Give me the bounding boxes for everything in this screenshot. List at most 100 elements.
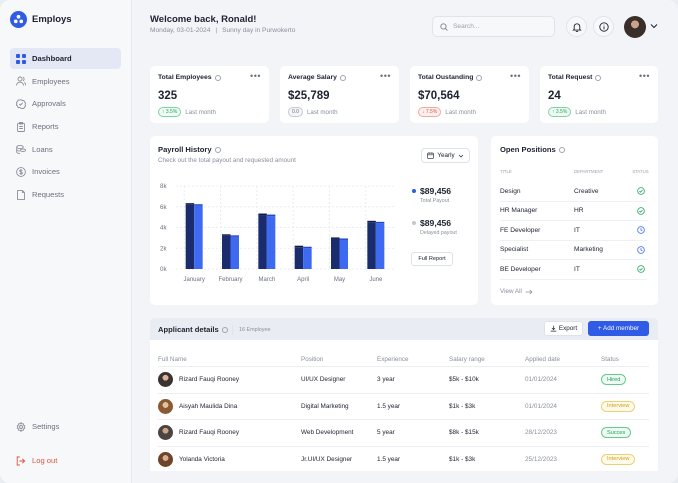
- sidebar-item-label: Employees: [32, 76, 70, 86]
- position-row[interactable]: HR Manager HR: [500, 202, 647, 221]
- chevron-down-icon[interactable]: [650, 23, 658, 29]
- applicant-position: UI/UX Designer: [301, 376, 346, 384]
- view-all-link[interactable]: View All: [500, 288, 533, 295]
- full-report-button[interactable]: Full Report: [411, 252, 453, 266]
- more-options-icon[interactable]: •••: [639, 71, 650, 81]
- table-row[interactable]: Aisyah Maulida Dina Digital Marketing 1.…: [158, 392, 649, 420]
- chevron-down-icon: [458, 154, 463, 157]
- stat-value: $70,564: [418, 90, 460, 102]
- sidebar-item-label: Reports: [32, 122, 59, 132]
- applicant-position: Jr.UI/UX Designer: [301, 455, 353, 463]
- clock-icon: [636, 226, 645, 235]
- legend-delayed-payout: $89,456 Delayed payout: [412, 218, 457, 236]
- position-row[interactable]: FE Developer IT: [500, 221, 647, 241]
- x-tick-label: February: [218, 277, 242, 283]
- col-position: Position: [301, 355, 324, 363]
- col-status: Status: [632, 169, 649, 174]
- search-box[interactable]: [432, 16, 555, 37]
- bar-cap: [230, 235, 239, 237]
- stat-period: Last month: [306, 108, 338, 116]
- sidebar-item-label: Invoices: [32, 167, 60, 177]
- more-options-icon[interactable]: •••: [380, 71, 391, 81]
- sidebar-item-loans[interactable]: Loans: [10, 139, 121, 160]
- period-select-label: Yearly: [437, 152, 455, 159]
- check-circle-icon: [636, 265, 645, 274]
- col-applied-date: Applied date: [525, 355, 561, 363]
- y-tick-label: 8k: [160, 183, 167, 190]
- status-badge: Hired: [601, 374, 627, 386]
- bar-cap: [339, 238, 348, 240]
- more-options-icon[interactable]: •••: [510, 71, 521, 81]
- period-select[interactable]: Yearly: [421, 148, 470, 163]
- brand[interactable]: Employs: [10, 11, 72, 28]
- col-experience: Experience: [377, 355, 409, 363]
- stat-title: Total Employees: [158, 74, 221, 81]
- info-icon: [214, 74, 221, 81]
- table-row[interactable]: Yolanda Victoria Jr.UI/UX Designer 1.5 y…: [158, 445, 649, 473]
- stat-title: Total Oustanding: [418, 74, 483, 81]
- legend-total-payout: $89,456 Total Payout: [412, 186, 451, 204]
- bar-cap: [222, 234, 231, 236]
- bar-total-payout: [331, 238, 340, 269]
- more-options-icon[interactable]: •••: [250, 71, 261, 81]
- x-tick-label: May: [334, 277, 345, 283]
- bar-cap: [266, 214, 276, 217]
- applicant-date: 01/01/2024: [525, 402, 557, 410]
- stat-title: Average Salary: [288, 74, 346, 81]
- delayed-payout-value: $89,456: [420, 218, 452, 228]
- legend-swatch: [412, 189, 416, 193]
- applicant-table-bg: [150, 340, 658, 471]
- add-member-button[interactable]: + Add member: [588, 321, 649, 336]
- position-department: HR: [574, 207, 584, 215]
- check-circle-icon: [636, 206, 645, 215]
- status-badge: Interview: [601, 453, 636, 465]
- badge-check-icon: [16, 98, 26, 109]
- view-all-label: View All: [500, 288, 522, 295]
- user-avatar[interactable]: [624, 16, 646, 38]
- position-row[interactable]: BE Developer IT: [500, 260, 647, 280]
- stat-title: Total Request: [548, 74, 602, 81]
- payroll-subtitle: Check out the total payout and requested…: [158, 157, 296, 164]
- table-row[interactable]: Rizard Fauqi Rooney UI/UX Designer 3 yea…: [158, 366, 649, 393]
- sidebar-footer: Settings Log out: [10, 416, 121, 473]
- info-icon: [476, 74, 483, 81]
- table-row[interactable]: Rizard Fauqi Rooney Web Development 5 ye…: [158, 419, 649, 446]
- notifications-button[interactable]: [566, 16, 587, 37]
- stat-footer: 0.0 Last month: [288, 107, 338, 117]
- stat-footer: ↓ 7.5% Last month: [418, 107, 476, 117]
- calendar-icon: [427, 152, 435, 159]
- sidebar-item-employees[interactable]: Employees: [10, 71, 121, 92]
- position-department: Creative: [574, 187, 599, 195]
- search-input[interactable]: [453, 23, 543, 30]
- bar-total-payout: [222, 235, 231, 269]
- total-payout-value: $89,456: [420, 186, 452, 196]
- sidebar-item-reports[interactable]: Reports: [10, 116, 121, 137]
- position-row[interactable]: Design Creative: [500, 182, 647, 202]
- applicant-title: Applicant details: [158, 325, 228, 334]
- bar-cap: [294, 245, 304, 248]
- logout-icon: [16, 456, 26, 465]
- stat-card-average-salary: Average Salary ••• $25,789 0.0 Last month: [280, 66, 399, 123]
- users-icon: [16, 76, 26, 86]
- stat-card-total-request: Total Request ••• 24 ↑ 3.5% Last month: [540, 66, 658, 123]
- logout-button[interactable]: Log out: [10, 450, 121, 471]
- applicant-position: Digital Marketing: [301, 402, 349, 410]
- col-full-name: Full Name: [158, 355, 187, 363]
- sidebar-item-requests[interactable]: Requests: [10, 184, 121, 205]
- bar-total-payout: [294, 247, 304, 269]
- grid-icon: [16, 53, 26, 64]
- export-button[interactable]: Export: [544, 321, 583, 336]
- avatar: [158, 398, 173, 414]
- sidebar-item-approvals[interactable]: Approvals: [10, 93, 121, 114]
- x-tick-label: April: [297, 277, 309, 283]
- sidebar-item-label: Loans: [32, 144, 53, 154]
- sidebar-item-invoices[interactable]: Invoices: [10, 161, 121, 182]
- sidebar-item-dashboard[interactable]: Dashboard: [10, 48, 121, 69]
- settings-label: Settings: [32, 422, 60, 431]
- stat-footer: ↑ 3.5% Last month: [158, 107, 216, 117]
- position-row[interactable]: Specialist Marketing: [500, 241, 647, 260]
- position-title: Specialist: [500, 246, 529, 254]
- divider: [232, 325, 233, 335]
- info-button[interactable]: [593, 16, 614, 37]
- sidebar-item-settings[interactable]: Settings: [10, 416, 121, 437]
